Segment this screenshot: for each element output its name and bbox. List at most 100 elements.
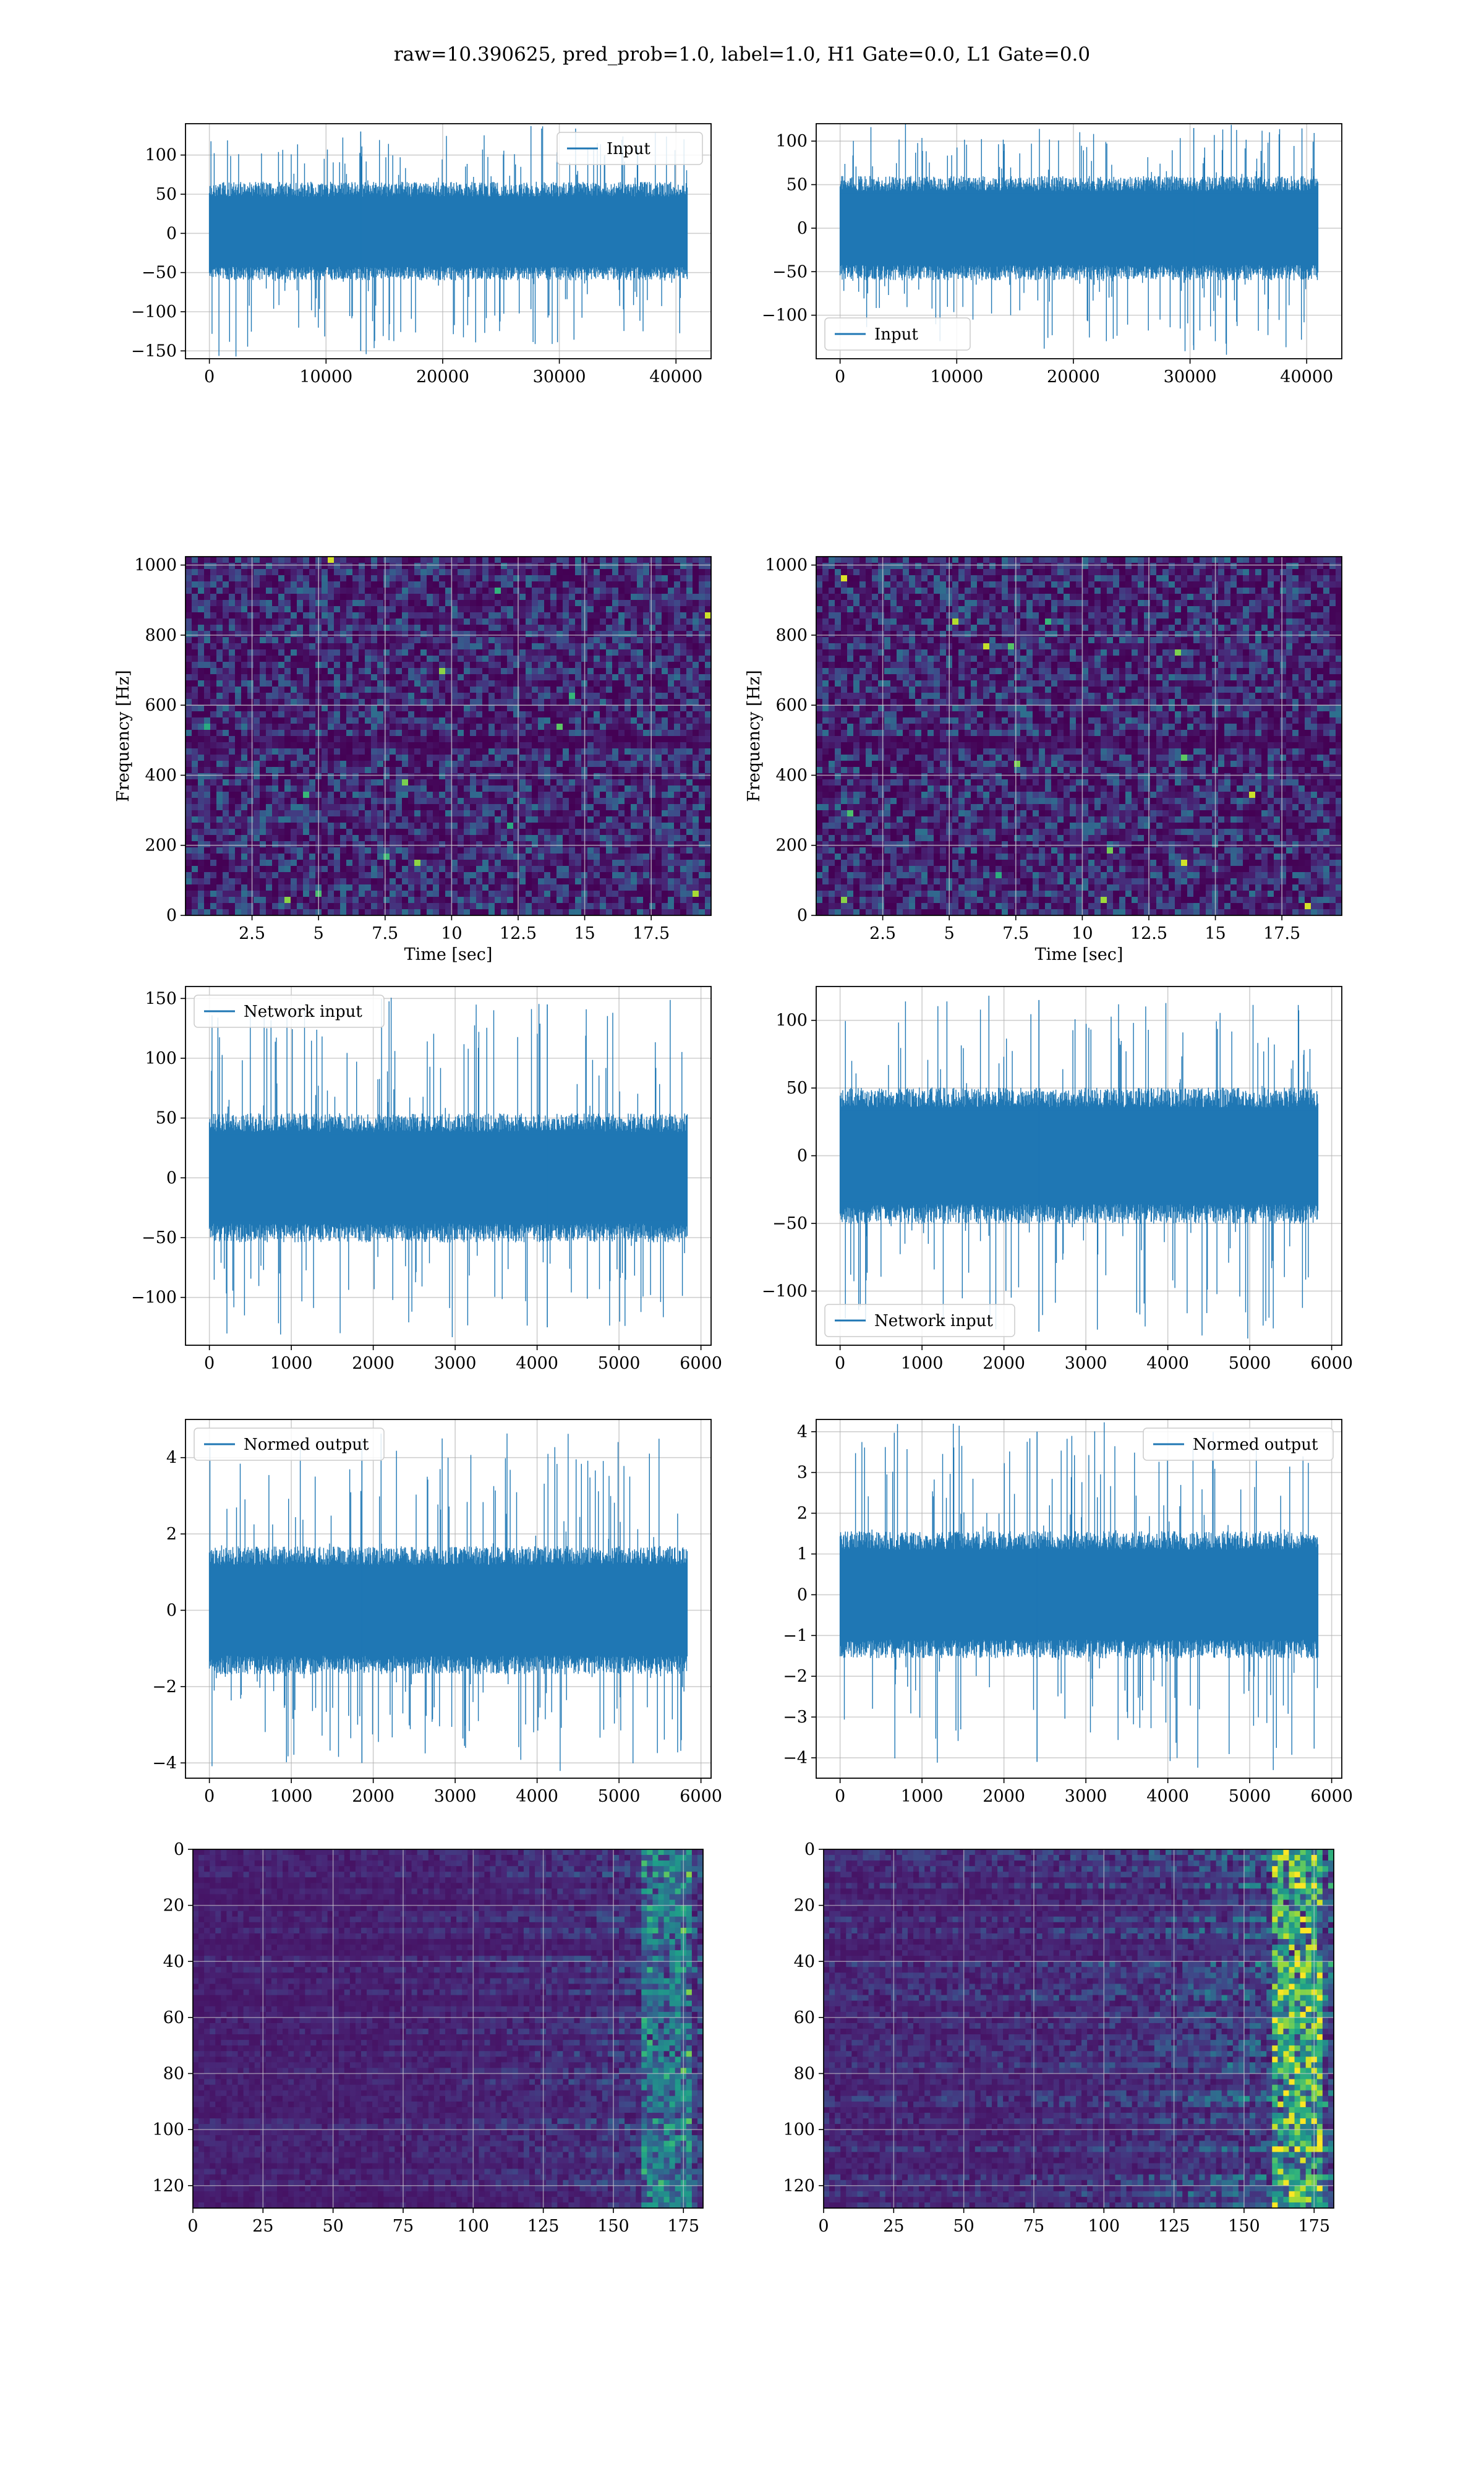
y-tick-label: −4 [152, 1753, 177, 1773]
y-tick-label: 4 [166, 1449, 177, 1468]
x-tick-label: 6000 [1310, 1354, 1353, 1373]
signal-core [840, 193, 1318, 263]
y-tick-label: −50 [142, 1228, 177, 1248]
y-tick-label: 0 [797, 219, 808, 238]
y-tick-label: 60 [163, 2008, 184, 2027]
axes-frame [185, 556, 712, 916]
x-tick-label: 10 [441, 924, 462, 943]
signal-core [840, 1110, 1318, 1202]
feature-map-cells [193, 1849, 703, 2208]
legend-label: Input [607, 140, 650, 158]
x-tick-label: 75 [393, 2217, 414, 2236]
y-tick-label: 120 [783, 2177, 815, 2196]
legend: Input [824, 317, 971, 351]
axes-frame [185, 1419, 712, 1779]
legend-frame [824, 317, 971, 351]
x-tick-label: 5000 [598, 1787, 641, 1806]
legend: Network input [194, 995, 385, 1028]
x-tick-label: 10000 [930, 367, 983, 387]
y-tick-label: 20 [794, 1896, 815, 1915]
y-tick-label: −3 [783, 1708, 808, 1727]
y-tick-label: 100 [775, 132, 808, 151]
x-tick-label: 3000 [1065, 1787, 1107, 1806]
signal-core [209, 1134, 688, 1221]
legend-frame [194, 1427, 385, 1461]
axes-frame [185, 986, 712, 1346]
y-tick-label: −100 [131, 302, 177, 322]
x-tick-label: 20000 [1047, 367, 1100, 387]
legend: Normed output [194, 1427, 385, 1461]
x-tick-label: 1000 [270, 1354, 313, 1373]
x-tick-label: 15 [574, 924, 595, 943]
y-tick-label: 50 [156, 185, 177, 204]
y-tick-label: 80 [794, 2065, 815, 2084]
y-tick-label: 100 [783, 2120, 815, 2139]
y-tick-label: −100 [762, 306, 808, 325]
spectrogram-cells [186, 557, 711, 915]
normed-output-l1-chart: Normed output 0 1000 2000 3000 4000 5000 6000 −4… [783, 1419, 1353, 1806]
y-tick-label: 800 [775, 626, 808, 645]
x-tick-label: 4000 [1146, 1354, 1189, 1373]
y-tick-label: 200 [145, 836, 177, 855]
y-tick-label: −2 [152, 1677, 177, 1697]
spectrogram-cells [816, 557, 1342, 915]
y-tick-label: 100 [145, 1049, 177, 1068]
axes-frame [192, 1849, 704, 2209]
x-tick-label: 175 [1298, 2217, 1330, 2236]
x-tick-label: 0 [204, 1787, 215, 1806]
y-tick-label: 60 [794, 2008, 815, 2027]
x-tick-label: 2000 [983, 1787, 1025, 1806]
x-tick-label: 40000 [649, 367, 702, 387]
x-tick-label: 0 [835, 1787, 845, 1806]
x-tick-label: 5 [944, 924, 955, 943]
x-tick-label: 25 [252, 2217, 273, 2236]
x-tick-label: 125 [527, 2217, 560, 2236]
y-tick-label: 40 [794, 1952, 815, 1971]
y-tick-label: 50 [787, 176, 808, 195]
x-tick-label: 2.5 [869, 924, 896, 943]
y-tick-label: 1000 [765, 556, 808, 575]
x-tick-label: 3000 [1065, 1354, 1107, 1373]
legend-frame [1143, 1427, 1334, 1461]
feature-map-h1-chart: 0 25 50 75 100 125 150 175 0 20 40 60 80 100 120 [152, 1840, 704, 2236]
legend: Input [556, 132, 703, 165]
x-tick-label: 7.5 [372, 924, 398, 943]
legend-label: Network input [244, 1003, 362, 1021]
x-tick-label: 4000 [1146, 1787, 1189, 1806]
y-tick-label: −50 [142, 263, 177, 283]
x-tick-label: 5 [313, 924, 324, 943]
x-tick-label: 100 [458, 2217, 490, 2236]
y-tick-label: −150 [131, 341, 177, 361]
y-tick-label: 20 [163, 1896, 184, 1915]
x-axis-label: Time [sec] [1035, 945, 1124, 964]
y-tick-label: −50 [772, 262, 808, 281]
legend: Network input [824, 1304, 1015, 1337]
y-tick-label: 400 [775, 766, 808, 785]
x-tick-label: 175 [667, 2217, 699, 2236]
signal-core [209, 199, 688, 265]
x-tick-label: 50 [322, 2217, 343, 2236]
y-tick-label: 0 [797, 1147, 808, 1166]
x-tick-label: 0 [818, 2217, 829, 2236]
axes-frame [816, 1419, 1342, 1779]
x-tick-label: 6000 [1310, 1787, 1353, 1806]
x-tick-label: 6000 [680, 1354, 722, 1373]
legend: Normed output [1143, 1427, 1334, 1461]
y-tick-label: 0 [166, 1168, 177, 1188]
x-tick-label: 75 [1023, 2217, 1044, 2236]
legend-frame [194, 995, 385, 1028]
x-tick-label: 2000 [983, 1354, 1025, 1373]
feature-map-l1-chart: 0 25 50 75 100 125 150 175 0 20 40 60 80 100 120 [783, 1840, 1334, 2236]
y-tick-label: 0 [166, 1601, 177, 1620]
axes-frame [185, 123, 712, 359]
axes-frame [816, 986, 1342, 1346]
legend-label: Normed output [244, 1436, 369, 1454]
y-tick-label: 40 [163, 1952, 184, 1971]
x-tick-label: 150 [1228, 2217, 1260, 2236]
x-tick-label: 30000 [533, 367, 586, 387]
x-tick-label: 30000 [1164, 367, 1217, 387]
legend-label: Network input [874, 1312, 993, 1330]
